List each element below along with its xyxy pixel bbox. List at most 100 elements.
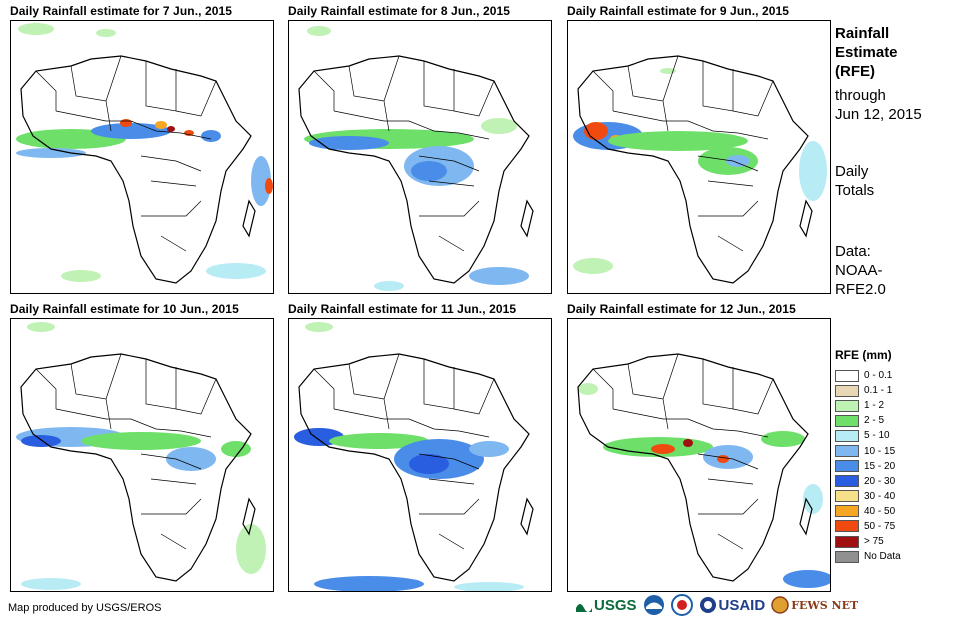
- legend-label: 15 - 20: [864, 460, 896, 472]
- daily-totals-label: Daily Totals: [835, 162, 874, 200]
- legend-swatch: [835, 475, 859, 488]
- rain-patches: [573, 68, 827, 274]
- rfe-title: Rainfall Estimate (RFE): [835, 24, 898, 81]
- through-date-block: through Jun 12, 2015: [835, 86, 922, 124]
- legend-swatch: [835, 460, 859, 473]
- legend-item: 1 - 2: [835, 398, 955, 413]
- legend-item: 5 - 10: [835, 428, 955, 443]
- rainfall-map: [567, 318, 831, 592]
- legend-swatch: [835, 445, 859, 458]
- fewsnet-logo: FEWS NET: [771, 596, 858, 614]
- legend-swatch: [835, 550, 859, 563]
- through-date: Jun 12, 2015: [835, 106, 922, 123]
- africa-map: [16, 322, 266, 590]
- title-line: (RFE): [835, 63, 875, 80]
- map-credit: Map produced by USGS/EROS: [8, 602, 162, 614]
- usgs-label: USGS: [594, 596, 637, 614]
- usaid-seal-icon: [699, 597, 716, 613]
- rainfall-map: [10, 20, 274, 294]
- legend-label: 2 - 5: [864, 415, 885, 427]
- legend-item: > 75: [835, 534, 955, 549]
- legend-swatch: [835, 399, 859, 412]
- country-borders: [35, 353, 217, 550]
- panel-title: Daily Rainfall estimate for 8 Jun., 2015: [288, 4, 511, 18]
- legend-label: 5 - 10: [864, 430, 890, 442]
- coastline: [20, 55, 256, 284]
- legend-label: 0 - 0.1: [864, 370, 893, 382]
- legend-item: 40 - 50: [835, 504, 955, 519]
- country-borders: [592, 353, 774, 550]
- country-borders: [35, 55, 217, 252]
- usgs-wave-icon: [576, 604, 592, 612]
- nws-logo-icon: [670, 594, 693, 616]
- usaid-label: USAID: [718, 596, 766, 614]
- legend-swatch: [835, 384, 859, 397]
- africa-map: [294, 322, 534, 591]
- legend-swatch: [835, 414, 859, 427]
- panel-title: Daily Rainfall estimate for 7 Jun., 2015: [10, 4, 233, 18]
- legend-item: 0.1 - 1: [835, 383, 955, 398]
- panel-title: Daily Rainfall estimate for 12 Jun., 201…: [567, 302, 796, 316]
- legend-item: 50 - 75: [835, 519, 955, 534]
- usaid-logo: USAID: [699, 596, 766, 614]
- title-line: Estimate: [835, 44, 898, 61]
- legend-item: 10 - 15: [835, 443, 955, 458]
- legend-label: 10 - 15: [864, 445, 896, 457]
- legend-label: > 75: [864, 536, 884, 548]
- legend-swatch: [835, 535, 859, 548]
- legend-item: 15 - 20: [835, 459, 955, 474]
- rain-patches: [294, 322, 524, 591]
- coastline: [577, 353, 813, 582]
- rain-patches: [16, 23, 273, 282]
- data-line: NOAA-: [835, 262, 883, 279]
- legend-label: No Data: [864, 551, 901, 563]
- rain-patches: [304, 26, 529, 291]
- panel-title: Daily Rainfall estimate for 11 Jun., 201…: [288, 302, 517, 316]
- panel-title: Daily Rainfall estimate for 9 Jun., 2015: [567, 4, 790, 18]
- legend-swatch: [835, 490, 859, 503]
- rainfall-map: [288, 20, 552, 294]
- legend-item: 30 - 40: [835, 489, 955, 504]
- coastline: [20, 353, 256, 582]
- data-line: RFE2.0: [835, 281, 886, 298]
- legend-label: 50 - 75: [864, 520, 896, 532]
- usgs-logo: USGS: [576, 597, 637, 614]
- rfe-legend: RFE (mm) 0 - 0.1 0.1 - 1 1 - 2 2 - 5 5 - 10 1…: [835, 348, 955, 564]
- rainfall-map: [567, 20, 831, 294]
- legend-title: RFE (mm): [835, 348, 892, 362]
- partner-logos: USGS USAID FEWS NET: [576, 594, 858, 616]
- legend-swatch: [835, 505, 859, 518]
- through-label: through: [835, 87, 886, 104]
- country-borders: [313, 55, 495, 252]
- legend-label: 40 - 50: [864, 505, 896, 517]
- legend-item: No Data: [835, 549, 955, 564]
- daily-line: Daily: [835, 163, 869, 180]
- rain-patches: [578, 383, 830, 588]
- africa-map: [577, 353, 830, 588]
- legend-item: 0 - 0.1: [835, 368, 955, 383]
- rainfall-map: [10, 318, 274, 592]
- data-source-label: Data: NOAA- RFE2.0: [835, 242, 886, 299]
- legend-rows: 0 - 0.1 0.1 - 1 1 - 2 2 - 5 5 - 10 10 - 15 15 …: [835, 368, 955, 564]
- country-borders: [313, 353, 495, 550]
- africa-map: [16, 23, 273, 284]
- africa-map: [298, 26, 534, 291]
- fewsnet-globe-icon: [771, 596, 789, 614]
- coastline: [577, 55, 813, 284]
- legend-label: 20 - 30: [864, 475, 896, 487]
- legend-swatch: [835, 520, 859, 533]
- fewsnet-label: FEWS NET: [791, 598, 859, 612]
- daily-line: Totals: [835, 182, 875, 199]
- data-line: Data:: [835, 243, 871, 260]
- title-line: Rainfall: [835, 25, 890, 42]
- legend-swatch: [835, 369, 859, 382]
- legend-item: 2 - 5: [835, 413, 955, 428]
- legend-label: 0.1 - 1: [864, 385, 893, 397]
- legend-swatch: [835, 429, 859, 442]
- africa-map: [573, 55, 827, 284]
- legend-label: 1 - 2: [864, 400, 885, 412]
- noaa-logo-icon: [643, 595, 664, 615]
- legend-item: 20 - 30: [835, 474, 955, 489]
- rainfall-map: [288, 318, 552, 592]
- panel-title: Daily Rainfall estimate for 10 Jun., 201…: [10, 302, 239, 316]
